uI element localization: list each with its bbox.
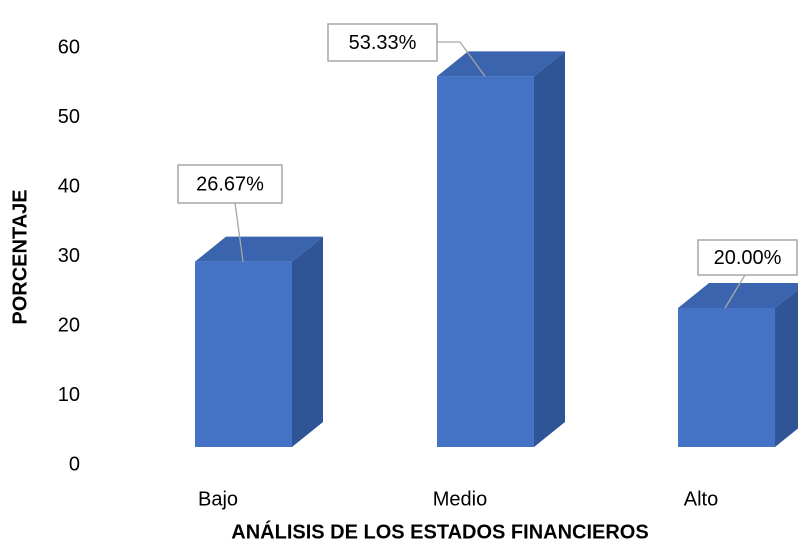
leader-line: [234, 202, 244, 262]
bar-top: [678, 283, 798, 308]
y-axis-title: PORCENTAJE: [9, 189, 31, 324]
x-tick-label: Medio: [433, 488, 487, 510]
x-tick-label: Bajo: [198, 488, 238, 510]
bar: [195, 261, 292, 447]
data-label-box: [327, 23, 438, 62]
bar-side: [775, 289, 798, 447]
bar: [678, 308, 775, 447]
bar: [437, 76, 534, 447]
x-axis-title: ANÁLISIS DE LOS ESTADOS FINANCIEROS: [231, 520, 648, 543]
data-label: 26.67%: [196, 173, 264, 195]
y-tick-label: 10: [58, 384, 80, 406]
data-label-box: [697, 239, 798, 276]
bar-side: [292, 236, 323, 447]
y-tick-label: 60: [58, 36, 80, 58]
data-label: 20.00%: [714, 247, 782, 269]
x-tick-label: Alto: [684, 488, 718, 510]
bar-side: [534, 51, 565, 447]
y-tick-label: 40: [58, 175, 80, 197]
y-tick-label: 30: [58, 245, 80, 267]
bar-top: [437, 51, 565, 77]
y-tick-label: 20: [58, 314, 80, 336]
y-tick-label: 0: [69, 453, 80, 475]
leader-line: [724, 274, 746, 309]
bar-top: [195, 236, 323, 262]
y-tick-label: 50: [58, 106, 80, 128]
data-label-box: [177, 164, 283, 204]
leader-line: [437, 41, 486, 77]
data-label: 53.33%: [349, 32, 417, 54]
